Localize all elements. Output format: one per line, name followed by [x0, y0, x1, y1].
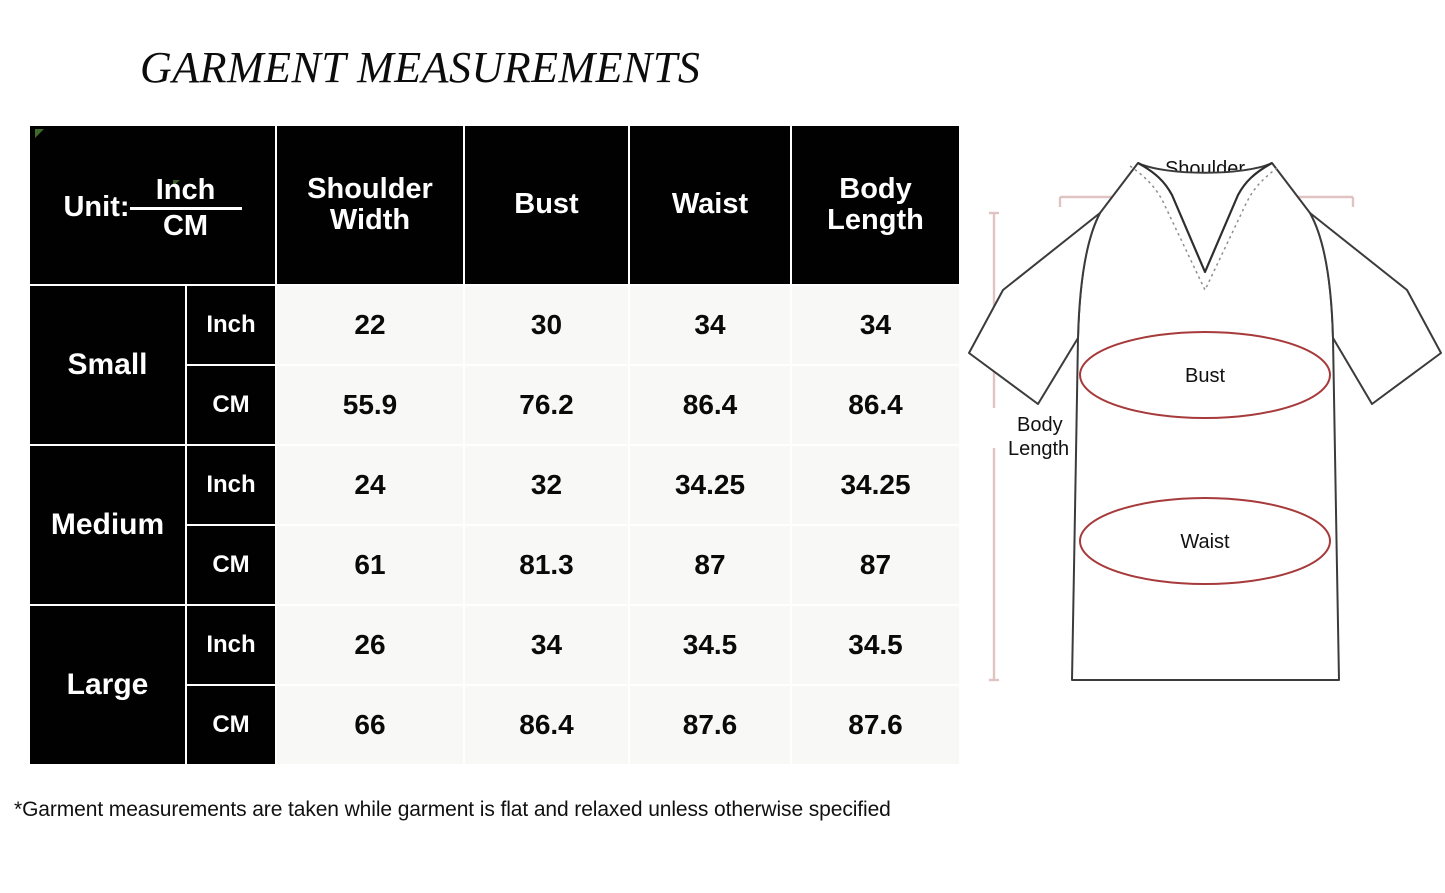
tshirt-diagram: Shoulder Width Body Length Bust Waist — [960, 150, 1445, 720]
unit-label: Unit: — [63, 191, 130, 224]
unit-denominator: CM — [162, 209, 209, 242]
cell-medium-inch-body-length: 34.25 — [792, 446, 959, 524]
table-row: Large Inch 26 34 34.5 34.5 — [30, 606, 959, 764]
cell-medium-cm-waist: 87 — [630, 526, 790, 604]
bust-label: Bust — [1185, 365, 1225, 387]
cell-small-cm-body-length: 86.4 — [792, 366, 959, 444]
table-header-row: Unit: Inch CM Shoulder Width Bust Waist … — [30, 126, 959, 284]
cell-large-cm-body-length: 87.6 — [792, 686, 959, 764]
cell-small-inch-bust: 30 — [465, 286, 628, 364]
table-row: CM 61 81.3 87 87 — [30, 526, 959, 604]
cell-large-inch-waist: 34.5 — [630, 606, 790, 684]
unit-header-cell: Unit: Inch CM — [30, 126, 275, 284]
cell-large-cm-bust: 86.4 — [465, 686, 628, 764]
cell-large-cm-waist: 87.6 — [630, 686, 790, 764]
cell-medium-cm-bust: 81.3 — [465, 526, 628, 604]
shirt-right-sleeve-outline — [1309, 212, 1442, 405]
shirt-vneck-collar — [1137, 162, 1273, 274]
cell-small-cm-shoulder-width: 55.9 — [277, 366, 463, 444]
cell-small-inch-shoulder-width: 22 — [277, 286, 463, 364]
unit-cell-cm: CM — [187, 366, 275, 444]
unit-cell-cm: CM — [187, 686, 275, 764]
column-header-bust: Bust — [465, 126, 628, 284]
unit-numerator: Inch — [155, 173, 216, 206]
cell-large-inch-shoulder-width: 26 — [277, 606, 463, 684]
cell-medium-inch-shoulder-width: 24 — [277, 446, 463, 524]
cell-large-cm-shoulder-width: 66 — [277, 686, 463, 764]
unit-cell-cm: CM — [187, 526, 275, 604]
footnote-text: *Garment measurements are taken while ga… — [14, 798, 891, 821]
cell-small-inch-body-length: 34 — [792, 286, 959, 364]
cell-small-inch-waist: 34 — [630, 286, 790, 364]
size-chart-table: Unit: Inch CM Shoulder Width Bust Waist … — [28, 124, 961, 766]
table-row: Medium Inch 24 32 34.25 34.25 — [30, 446, 959, 604]
waist-label: Waist — [1180, 531, 1230, 553]
shirt-left-sleeve-outline — [968, 212, 1101, 405]
table-row: Small Inch 22 30 34 34 — [30, 286, 959, 444]
cell-medium-cm-body-length: 87 — [792, 526, 959, 604]
body-length-label-line2: Length — [1008, 438, 1069, 460]
column-header-body-length: Body Length — [792, 126, 959, 284]
unit-cell-inch: Inch — [187, 446, 275, 524]
unit-cell-inch: Inch — [187, 606, 275, 684]
shirt-torso-outline — [1071, 162, 1340, 681]
bust-measure-ellipse — [1079, 331, 1331, 419]
cell-medium-cm-shoulder-width: 61 — [277, 526, 463, 604]
waist-measure-ellipse — [1079, 497, 1331, 585]
unit-fraction-bar — [129, 206, 242, 210]
cell-small-cm-bust: 76.2 — [465, 366, 628, 444]
table-row: CM 66 86.4 87.6 87.6 — [30, 686, 959, 764]
size-label-medium: Medium — [30, 446, 185, 604]
body-length-label-line1: Body — [1017, 414, 1063, 436]
cell-medium-inch-bust: 32 — [465, 446, 628, 524]
colon-artifact-icon — [173, 180, 180, 186]
column-header-shoulder-width: Shoulder Width — [277, 126, 463, 284]
size-label-large: Large — [30, 606, 185, 764]
unit-cell-inch: Inch — [187, 286, 275, 364]
body-length-bracket-icon — [989, 211, 999, 682]
cell-medium-inch-waist: 34.25 — [630, 446, 790, 524]
size-label-small: Small — [30, 286, 185, 444]
column-header-waist: Waist — [630, 126, 790, 284]
table-row: CM 55.9 76.2 86.4 86.4 — [30, 366, 959, 444]
cell-small-cm-waist: 86.4 — [630, 366, 790, 444]
page-title: GARMENT MEASUREMENTS — [140, 43, 701, 92]
cell-large-inch-bust: 34 — [465, 606, 628, 684]
cell-large-inch-body-length: 34.5 — [792, 606, 959, 684]
corner-artifact-icon — [35, 129, 44, 138]
